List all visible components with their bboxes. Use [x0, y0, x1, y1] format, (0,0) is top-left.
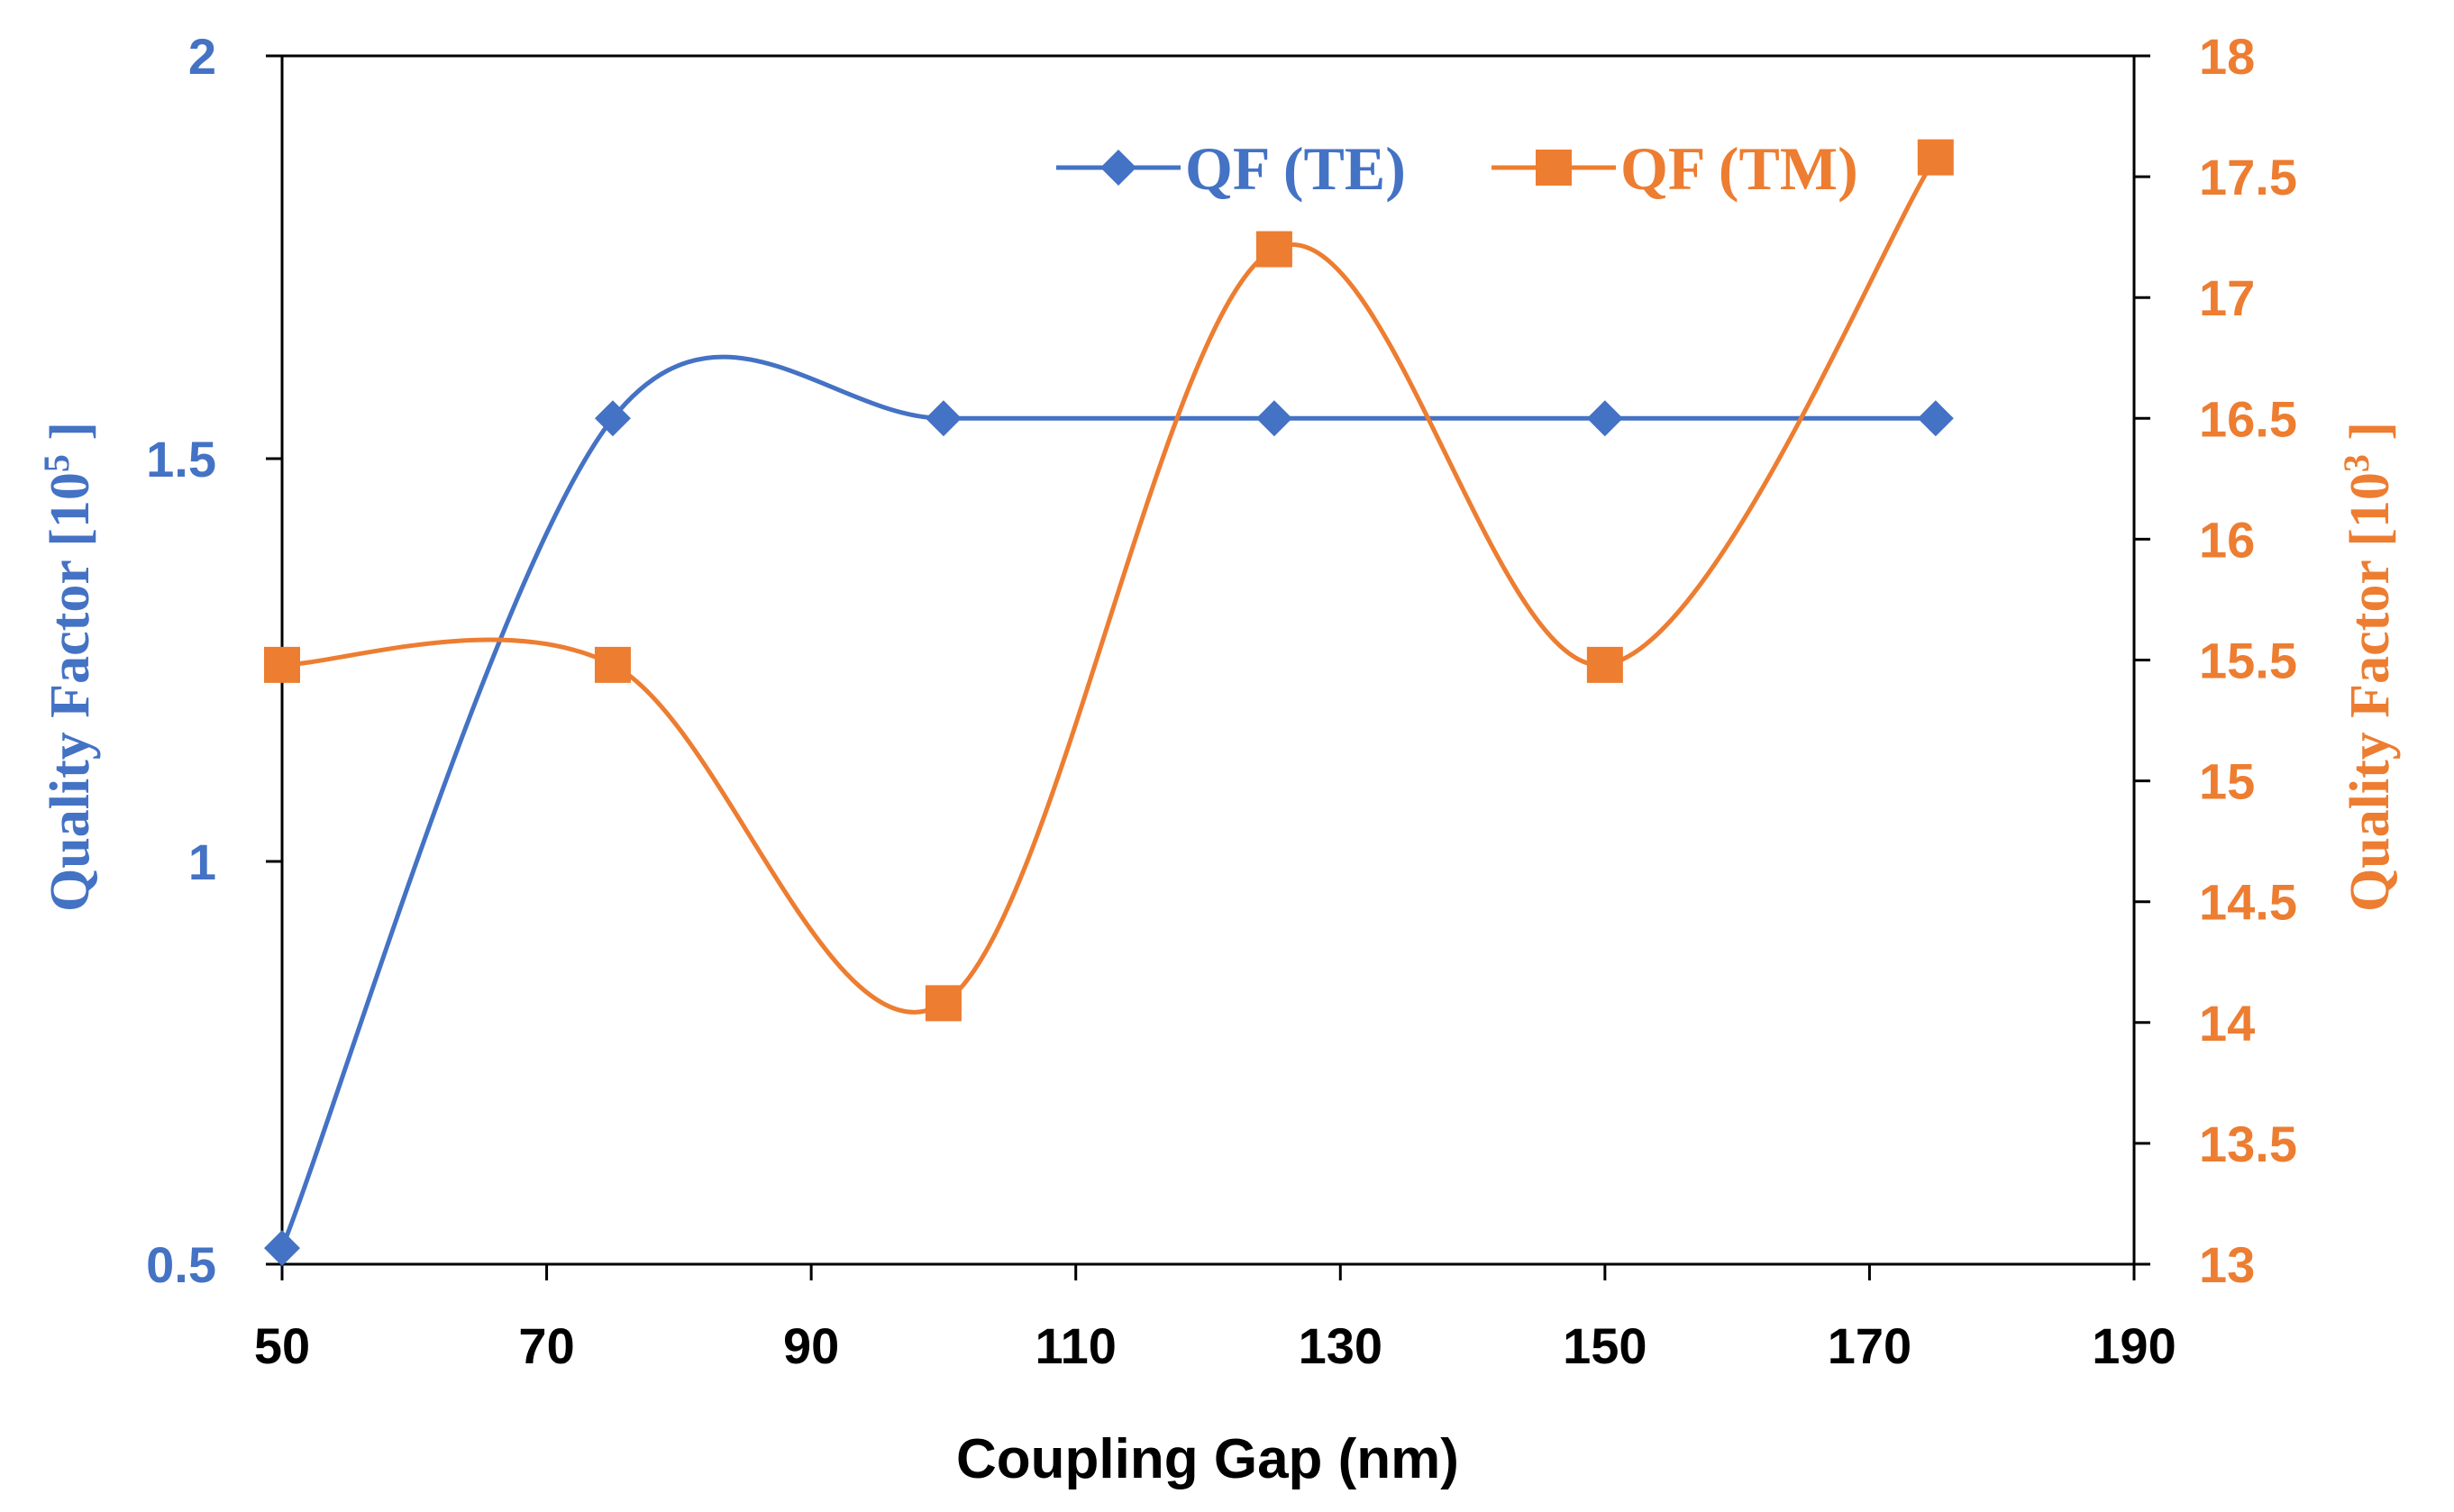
y-axis-label-left-main: Quality Factor [10 [40, 472, 101, 912]
x-tick-label: 50 [254, 1317, 310, 1374]
data-point-te [1586, 400, 1623, 437]
x-axis-label: Coupling Gap (nm) [956, 1428, 1459, 1490]
x-tick-label: 70 [518, 1317, 574, 1374]
x-tick-label: 90 [783, 1317, 839, 1374]
y-right-tick-label: 14.5 [2199, 874, 2297, 931]
legend-marker-tm [1536, 150, 1572, 186]
y-right-tick-label: 13.5 [2199, 1116, 2297, 1172]
y-left-tick-label: 1 [188, 833, 216, 890]
y-left-tick-label: 1.5 [146, 431, 216, 487]
data-point-te [264, 1230, 300, 1267]
x-tick-label: 110 [1035, 1317, 1117, 1374]
y-right-tick-label: 17 [2199, 269, 2255, 326]
legend-label-te: QF (TE) [1185, 134, 1406, 203]
y-right-tick-label: 15 [2199, 753, 2255, 810]
y-left-tick-label: 2 [188, 28, 216, 85]
legend-label-tm: QF (TM) [1620, 134, 1858, 203]
y-right-tick-label: 15.5 [2199, 633, 2297, 689]
data-point-tm [264, 646, 300, 683]
y-right-tick-label: 16 [2199, 511, 2255, 568]
x-tick-label: 170 [1828, 1317, 1911, 1374]
data-point-tm [925, 985, 962, 1022]
data-point-te [925, 400, 962, 437]
y-right-tick-label: 16.5 [2199, 390, 2297, 447]
y-axis-label-left: Quality Factor [105 ] [36, 422, 102, 912]
y-axis-label-right: Quality Factor [103 ] [2336, 422, 2402, 912]
plot-area [280, 54, 2136, 1266]
y-right-tick-label: 17.5 [2199, 149, 2297, 205]
data-point-tm [1586, 646, 1623, 683]
y-axis-label-left-end: ] [40, 422, 101, 454]
y-right-tick-label: 18 [2199, 28, 2255, 85]
y-axis-label-right-sup: 3 [2336, 454, 2376, 472]
data-point-tm [1917, 139, 1954, 176]
x-tick-label: 130 [1299, 1317, 1382, 1374]
data-point-te [1917, 400, 1954, 437]
data-point-te [1255, 400, 1292, 437]
data-point-te [594, 400, 631, 437]
y-axis-label-right-end: ] [2340, 422, 2401, 454]
y-left-tick-label: 0.5 [146, 1236, 216, 1293]
legend-marker-te [1100, 150, 1136, 186]
data-point-tm [594, 646, 631, 683]
x-tick-label: 190 [2092, 1317, 2176, 1374]
y-right-tick-label: 14 [2199, 995, 2255, 1052]
x-tick-label: 150 [1563, 1317, 1647, 1374]
y-axis-label-left-sup: 5 [36, 454, 77, 472]
y-axis-label-right-main: Quality Factor [10 [2340, 472, 2401, 912]
data-point-tm [1255, 231, 1292, 268]
y-right-tick-label: 13 [2199, 1236, 2255, 1293]
